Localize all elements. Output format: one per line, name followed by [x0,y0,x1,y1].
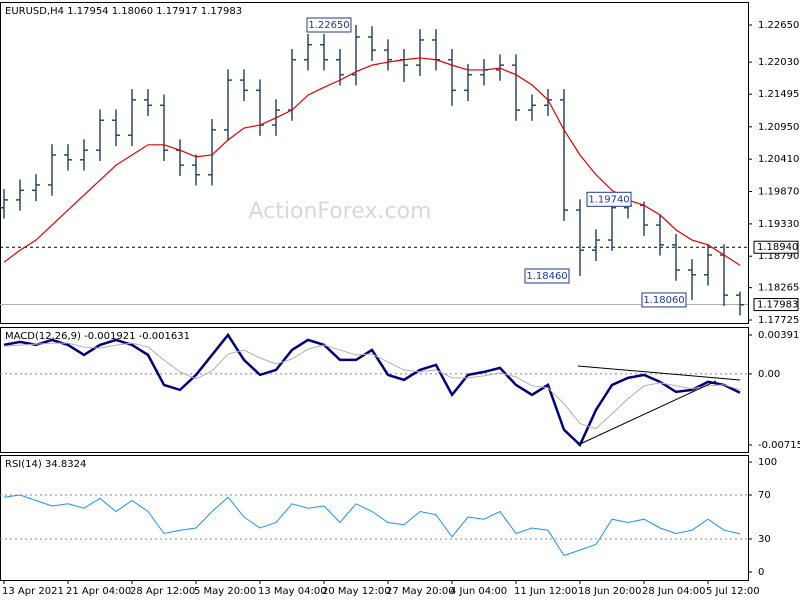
y-tick-label: 1.22650 [758,20,799,31]
annotation-box [524,268,570,284]
y-tick-label: 1.18265 [758,283,799,294]
annotation-box [586,191,632,207]
y-tick-label: 70 [758,490,771,501]
macd-trendline [577,380,717,446]
annotation-label: 1.19740 [588,194,629,205]
y-tick-label: 30 [758,534,771,545]
x-tick-label: 20 May 12:00 [322,586,391,597]
indicator-line [3,332,741,447]
x-tick-label: 28 Apr 12:00 [130,586,195,597]
x-tick-label: 4 Jun 04:00 [450,586,507,597]
price-box-label: 1.18940 [757,242,798,253]
panel-title: RSI(14) 34.8324 [5,459,86,470]
annotation-box [306,17,352,33]
watermark: ActionForex.com [249,199,432,224]
panel [0,2,749,324]
x-tick-label: 28 Jun 04:00 [642,586,706,597]
y-tick-label: 1.18790 [758,251,799,262]
y-tick-label: -0.007152 [758,440,800,451]
panel [0,455,749,581]
x-tick-label: 11 Jun 12:00 [514,586,578,597]
panel-title: MACD(12,26,9) -0.001921 -0.001631 [5,331,190,342]
y-tick-label: 1.19870 [758,187,799,198]
y-tick-label: 100 [758,457,777,468]
annotation-box [641,292,687,308]
y-tick-label: 1.19330 [758,219,799,230]
panel [0,327,749,453]
x-tick-label: 5 Jul 12:00 [706,586,760,597]
x-tick-label: 5 May 20:00 [194,586,256,597]
x-tick-label: 21 Apr 04:00 [66,586,131,597]
x-tick-label: 27 May 20:00 [386,586,455,597]
indicator-line [3,342,741,430]
y-tick-label: 0 [758,567,764,578]
y-tick-label: 0.003917 [758,330,800,341]
y-tick-label: 1.20950 [758,122,799,133]
annotation-label: 1.18460 [526,271,567,282]
indicator-line [3,494,741,557]
x-tick-label: 13 Apr 2021 [2,586,64,597]
price-box [753,240,799,254]
price-box-label: 1.17983 [757,300,798,311]
panel-title: EURUSD,H4 1.17954 1.18060 1.17917 1.1798… [5,6,242,17]
annotation-label: 1.22650 [308,20,349,31]
macd-trendline [577,365,741,381]
x-tick-label: 18 Jun 20:00 [578,586,642,597]
y-tick-label: 0.00 [758,369,780,380]
y-tick-label: 1.17725 [758,315,799,326]
y-tick-label: 1.21495 [758,89,799,100]
y-tick-label: 1.20410 [758,154,799,165]
x-tick-label: 13 May 04:00 [258,586,327,597]
y-tick-label: 1.22030 [758,57,799,68]
annotation-label: 1.18060 [643,295,684,306]
price-box [753,298,799,312]
